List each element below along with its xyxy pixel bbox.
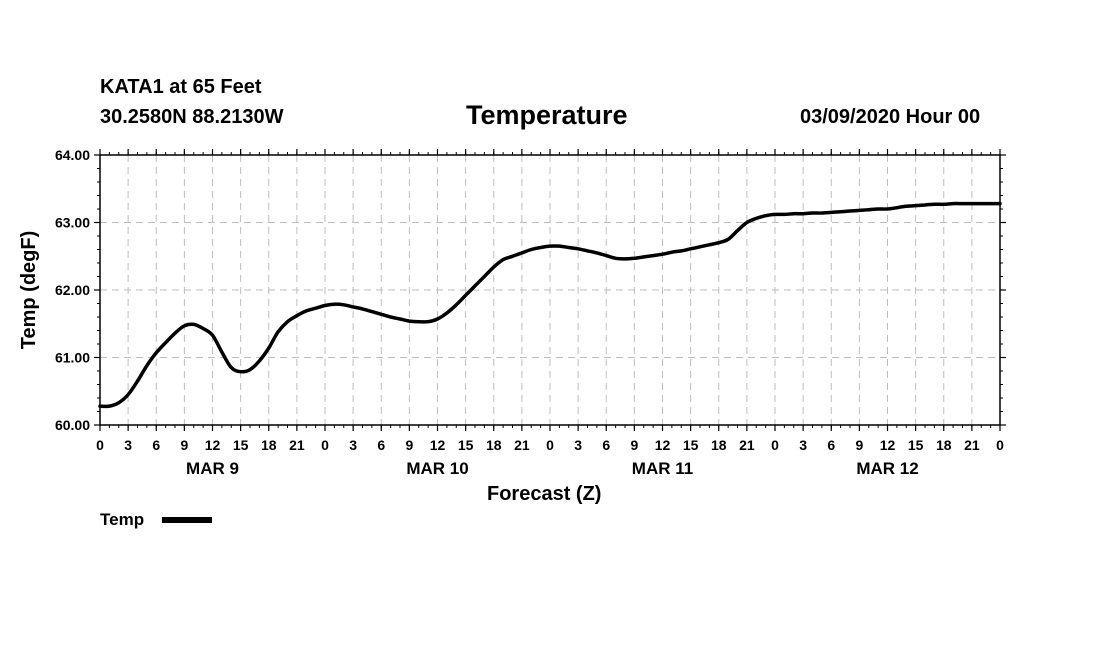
x-tick-label: 12 — [205, 437, 221, 453]
gridlines — [100, 155, 1000, 425]
x-tick-label: 6 — [827, 437, 835, 453]
x-tick-label: 18 — [936, 437, 952, 453]
y-tick-label: 62.00 — [55, 282, 90, 298]
x-tick-label: 6 — [152, 437, 160, 453]
x-tick-label: 9 — [180, 437, 188, 453]
x-tick-label: 6 — [602, 437, 610, 453]
y-tick-label: 64.00 — [55, 147, 90, 163]
y-axis-label: Temp (degF) — [18, 231, 40, 350]
x-tick-label: 3 — [799, 437, 807, 453]
x-tick-label: 9 — [405, 437, 413, 453]
x-tick-label: 0 — [321, 437, 329, 453]
day-label: MAR 9 — [186, 459, 239, 478]
x-tick-label: 18 — [711, 437, 727, 453]
y-tick-label: 63.00 — [55, 215, 90, 231]
x-tick-label: 0 — [96, 437, 104, 453]
station-label: KATA1 at 65 Feet — [100, 76, 262, 98]
x-tick-label: 0 — [546, 437, 554, 453]
x-tick-label: 9 — [855, 437, 863, 453]
day-label: MAR 10 — [406, 459, 468, 478]
x-tick-label: 15 — [233, 437, 249, 453]
x-tick-label: 0 — [771, 437, 779, 453]
x-tick-labels: 0 3 6 9 12 15 18 21 0 3 6 9 12 15 18 21 0 3 6 9 12 15 18 21 0 3 6 9… — [96, 437, 1004, 453]
plot-frame — [99, 154, 1001, 426]
x-axis-label: Forecast (Z) — [487, 483, 601, 505]
temp-series-line — [98, 201, 1002, 409]
x-tick-label: 21 — [514, 437, 530, 453]
x-tick-label: 9 — [630, 437, 638, 453]
x-tick-label: 12 — [655, 437, 671, 453]
x-tick-label: 15 — [908, 437, 924, 453]
day-label: MAR 11 — [632, 459, 693, 478]
day-label: MAR 12 — [856, 459, 918, 478]
legend-swatch — [162, 517, 212, 523]
x-tick-label: 6 — [377, 437, 385, 453]
station-coordinates: 30.2580N 88.2130W — [100, 106, 284, 128]
x-tick-label: 0 — [996, 437, 1004, 453]
x-tick-label: 15 — [458, 437, 474, 453]
x-tick-label: 3 — [574, 437, 582, 453]
forecast-run-time: 03/09/2020 Hour 00 — [800, 106, 981, 128]
x-tick-label: 3 — [124, 437, 132, 453]
y-tick-labels: 60.00 61.00 62.00 63.00 64.00 — [55, 147, 90, 433]
y-tick-label: 61.00 — [55, 350, 90, 366]
x-tick-label: 12 — [430, 437, 446, 453]
x-tick-label: 21 — [964, 437, 980, 453]
x-tick-label: 18 — [486, 437, 502, 453]
x-tick-label: 21 — [739, 437, 755, 453]
y-tick-label: 60.00 — [55, 417, 90, 433]
x-tick-label: 3 — [349, 437, 357, 453]
legend-label: Temp — [100, 510, 144, 529]
x-tick-label: 21 — [289, 437, 305, 453]
x-tick-label: 18 — [261, 437, 277, 453]
x-tick-label: 12 — [880, 437, 896, 453]
chart-title: Temperature — [466, 100, 628, 130]
x-tick-label: 15 — [683, 437, 699, 453]
day-labels: MAR 9 MAR 10 MAR 11 MAR 12 — [186, 459, 919, 478]
